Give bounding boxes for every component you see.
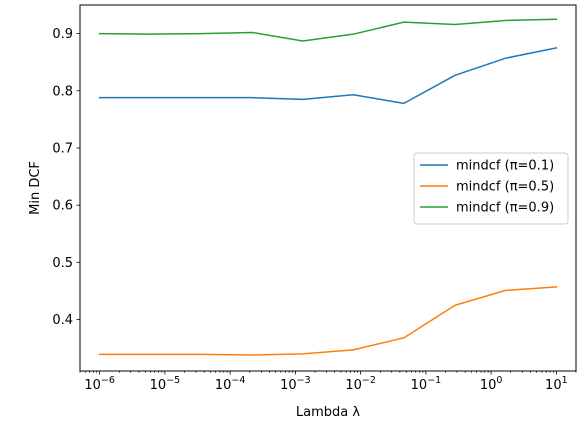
- x-tick-label: 100: [480, 375, 503, 393]
- legend-label: mindcf (π=0.9): [456, 201, 554, 216]
- series-line-2: [98, 18, 558, 42]
- plot-lines: [98, 18, 558, 356]
- x-tick-label: 10−1: [411, 375, 442, 393]
- x-tick-label: 101: [545, 375, 568, 393]
- x-axis-label: Lambda λ: [296, 405, 360, 420]
- x-tick-label: 10−6: [84, 375, 115, 393]
- legend-box: [413, 152, 569, 225]
- legend-label: mindcf (π=0.5): [456, 180, 554, 195]
- y-tick-label: 0.5: [52, 256, 73, 271]
- legend-label: mindcf (π=0.1): [456, 159, 554, 174]
- y-axis-label: Min DCF: [28, 161, 43, 215]
- plot-frame: [79, 4, 577, 372]
- y-tick-label: 0.7: [52, 141, 73, 156]
- series-line-0: [98, 47, 558, 105]
- y-tick-label: 0.4: [52, 313, 73, 328]
- y-axis: 0.4 0.5 0.6 0.7 0.8 0.9: [52, 27, 80, 328]
- x-tick-label: 10−4: [215, 375, 246, 393]
- x-tick-label: 10−2: [345, 375, 376, 393]
- series-line-1: [98, 286, 558, 356]
- y-tick-label: 0.6: [52, 199, 73, 214]
- legend: mindcf (π=0.1) mindcf (π=0.5) mindcf (π=0.…: [413, 152, 569, 225]
- x-tick-label: 10−5: [150, 375, 181, 393]
- y-tick-label: 0.9: [52, 27, 73, 42]
- x-tick-label: 10−3: [280, 375, 311, 393]
- x-axis: 10−6 10−5 10−4 10−3 10−2 10−1 100 101: [79, 371, 577, 393]
- y-tick-label: 0.8: [52, 84, 73, 99]
